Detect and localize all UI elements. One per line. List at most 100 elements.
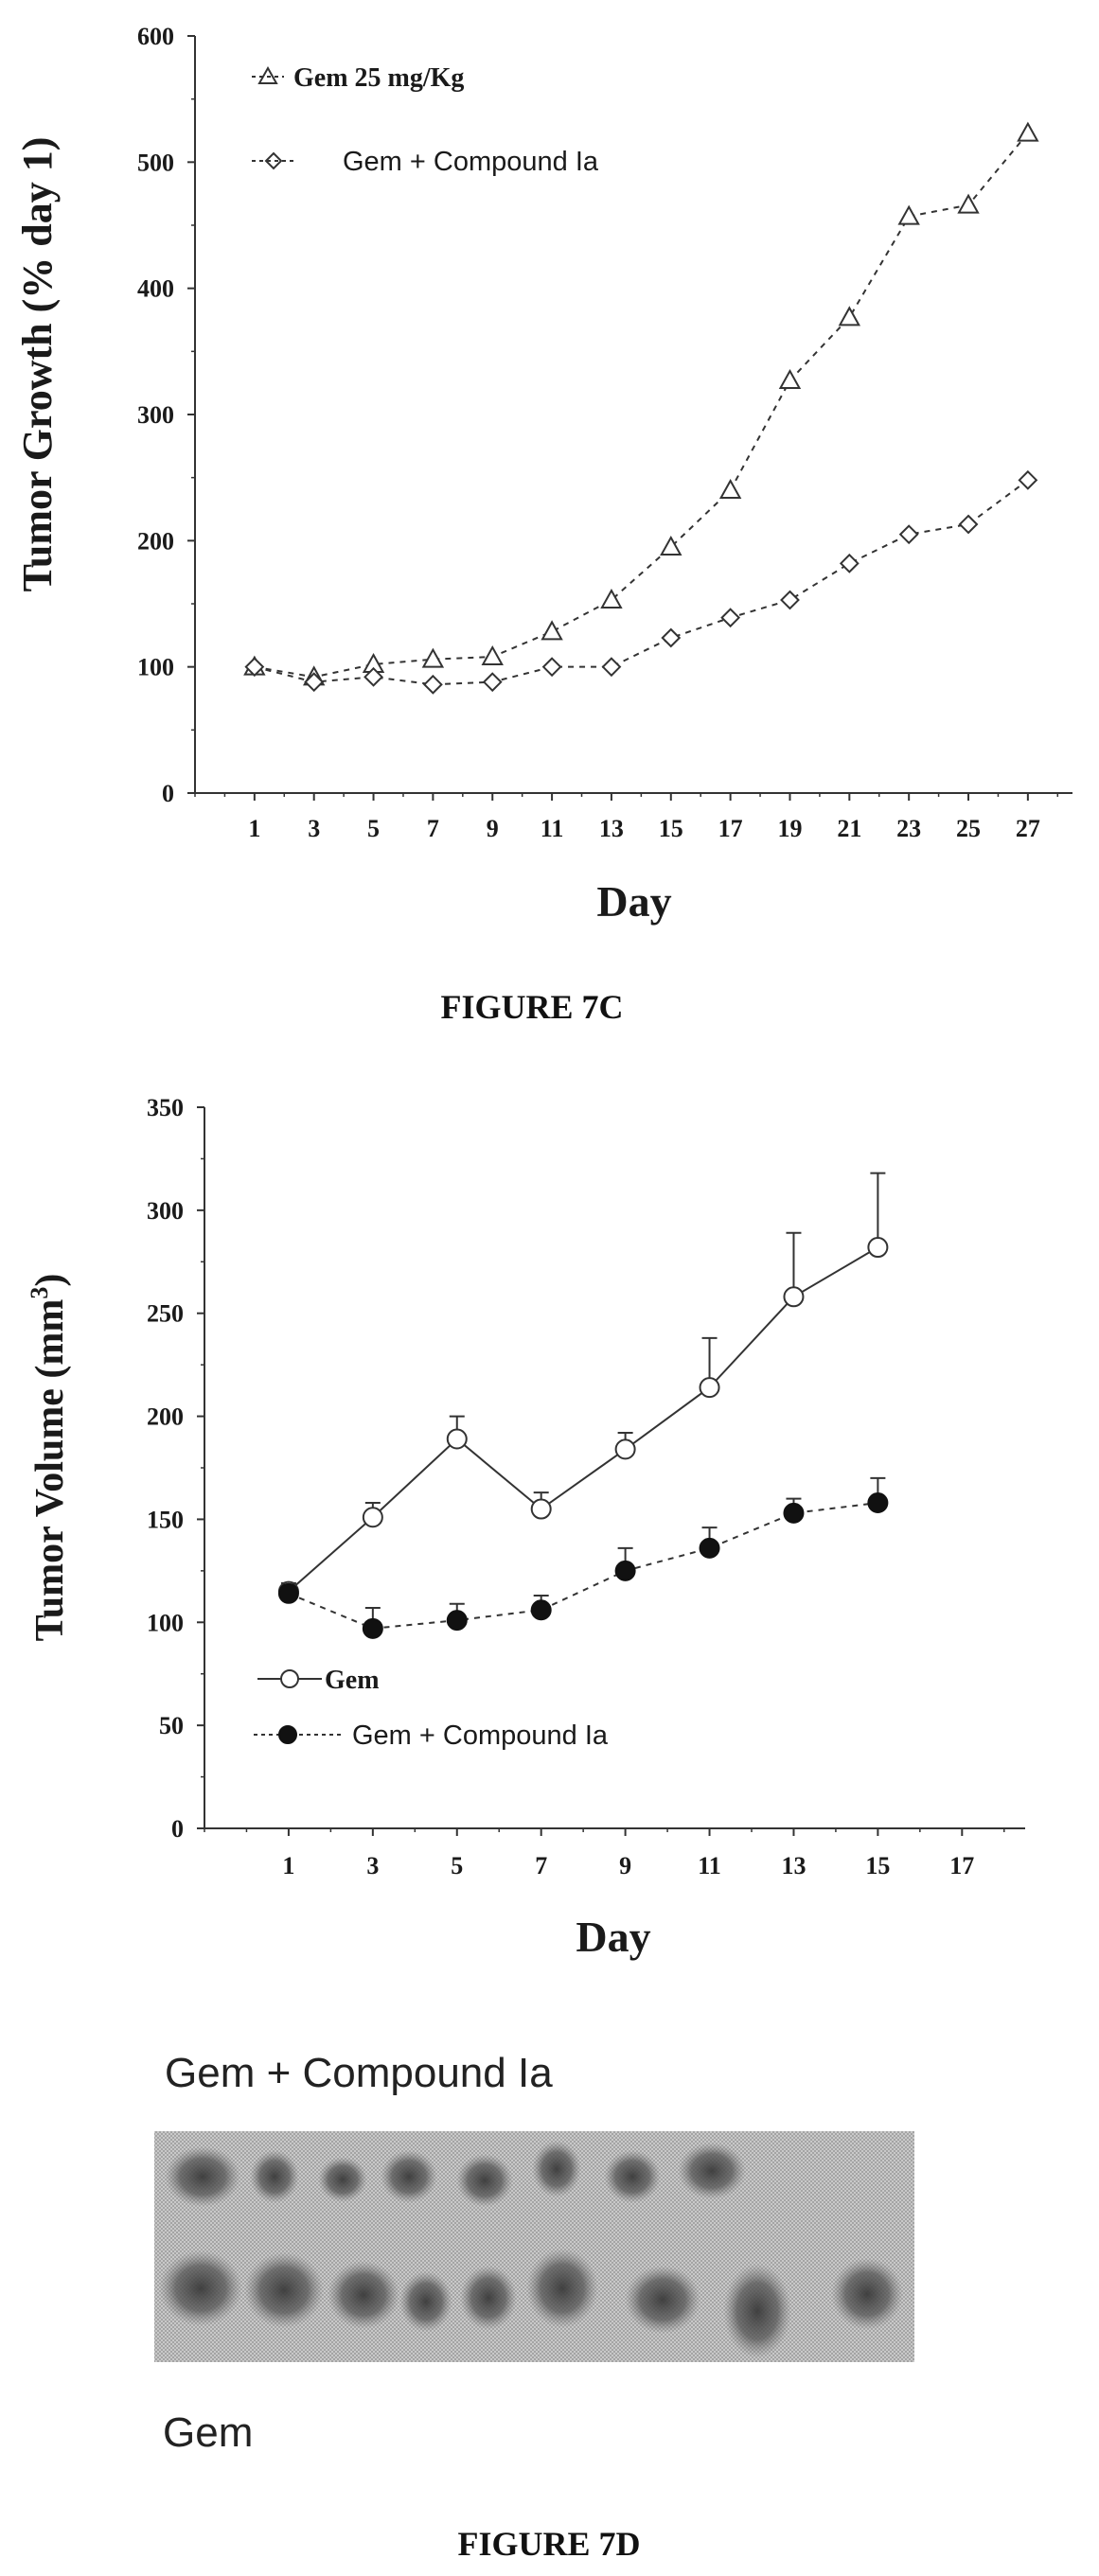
data-point-open-circle — [362, 1507, 383, 1528]
series-diamond-open — [244, 469, 1038, 695]
chart-7d-legend: Gem Gem + Compound Ia — [254, 1666, 609, 1751]
data-point-triangle — [541, 620, 563, 641]
x-tick-label: 21 — [837, 815, 861, 842]
tumor-sample — [250, 2150, 299, 2203]
y-tick-label: 600 — [137, 23, 174, 50]
tumor-sample — [625, 2266, 700, 2334]
chart-7d-y-axis-label: Tumor Volume (mm3) — [26, 1274, 72, 1642]
series-circle-filled — [277, 1476, 889, 1639]
figure-7d-caption: FIGURE 7D — [457, 2525, 640, 2563]
tumor-sample — [165, 2146, 240, 2207]
legend-label-gem-compound: Gem + Compound Ia — [343, 147, 599, 177]
x-tick-label: 25 — [956, 815, 981, 842]
data-point-triangle — [957, 193, 980, 214]
data-point-open-circle — [614, 1438, 636, 1460]
data-point-diamond — [1018, 469, 1038, 490]
data-point-diamond — [661, 627, 682, 648]
data-point-diamond — [780, 590, 800, 610]
data-point-open-circle — [783, 1286, 805, 1308]
y-tick-label: 300 — [137, 401, 174, 429]
data-point-triangle — [838, 306, 861, 326]
data-point-filled-circle — [783, 1502, 805, 1524]
data-point-filled-circle — [362, 1617, 383, 1639]
tumor-row-gem-compound — [165, 2141, 746, 2207]
data-point-open-circle — [446, 1428, 468, 1450]
tumor-sample — [399, 2271, 452, 2332]
x-tick-label: 13 — [599, 815, 624, 842]
x-tick-label: 27 — [1016, 815, 1040, 842]
legend-diamond-marker-icon — [264, 151, 283, 170]
x-tick-label: 13 — [781, 1852, 806, 1879]
data-point-open-circle — [699, 1377, 720, 1399]
tumor-sample — [328, 2261, 399, 2329]
series-circle-open — [277, 1172, 889, 1602]
data-point-diamond — [363, 666, 383, 687]
x-tick-label: 3 — [366, 1852, 379, 1879]
legend-filled-circle-icon — [278, 1725, 297, 1744]
y-tick-label: 300 — [147, 1197, 184, 1225]
legend-label-gem: Gem 25 mg/Kg — [293, 63, 464, 93]
data-point-filled-circle — [277, 1582, 299, 1604]
x-tick-label: 23 — [896, 815, 921, 842]
x-tick-label: 5 — [367, 815, 380, 842]
data-point-filled-circle — [614, 1560, 636, 1581]
data-point-filled-circle — [446, 1610, 468, 1632]
x-tick-label: 1 — [282, 1852, 294, 1879]
tumor-sample — [532, 2141, 581, 2197]
data-point-triangle — [660, 535, 682, 556]
legend-open-circle-icon — [280, 1669, 299, 1688]
data-point-triangle — [718, 478, 742, 499]
data-point-diamond — [601, 657, 622, 678]
data-point-diamond — [422, 674, 443, 695]
y-tick-label: 0 — [171, 1815, 184, 1843]
x-tick-label: 11 — [698, 1852, 721, 1879]
x-tick-label: 17 — [949, 1852, 974, 1879]
y-tick-label: 0 — [162, 780, 174, 807]
tumor-sample — [318, 2157, 367, 2202]
tumor-sample — [831, 2258, 903, 2330]
data-point-filled-circle — [867, 1492, 889, 1514]
chart-7d-series — [277, 1172, 889, 1639]
series-line — [254, 479, 1029, 686]
series-line — [288, 1246, 878, 1593]
data-point-diamond — [244, 657, 265, 678]
data-point-triangle — [778, 368, 802, 389]
y-tick-label: 200 — [137, 527, 174, 555]
data-point-triangle — [421, 647, 445, 668]
tumor-sample — [460, 2266, 517, 2330]
tumor-photo — [154, 2131, 914, 2362]
tumor-sample — [723, 2264, 791, 2358]
x-tick-label: 3 — [308, 815, 320, 842]
x-tick-label: 1 — [248, 815, 260, 842]
tumor-sample — [526, 2249, 598, 2328]
chart-7c-axes — [194, 36, 1072, 794]
x-tick-label: 15 — [659, 815, 683, 842]
data-point-open-circle — [867, 1237, 889, 1259]
y-tick-label: 200 — [147, 1403, 184, 1431]
x-tick-label: 7 — [535, 1852, 547, 1879]
data-point-triangle — [481, 644, 504, 665]
chart-7c-x-axis-label: Day — [596, 877, 671, 926]
tumor-sample — [456, 2154, 513, 2207]
legend-triangle-marker-icon — [257, 65, 278, 84]
data-point-diamond — [839, 553, 860, 573]
data-point-triangle — [600, 588, 623, 609]
x-tick-label: 9 — [619, 1852, 631, 1879]
x-tick-label: 17 — [718, 815, 743, 842]
series-line — [288, 1502, 878, 1630]
data-point-diamond — [304, 672, 325, 693]
tumor-sample — [159, 2250, 242, 2326]
data-point-filled-circle — [699, 1537, 720, 1559]
y-tick-label: 400 — [137, 275, 174, 303]
data-point-diamond — [958, 514, 979, 535]
chart-7c-y-axis-label: Tumor Growth (% day 1) — [14, 137, 61, 592]
y-tick-label: 100 — [137, 654, 174, 681]
series-line — [254, 132, 1029, 679]
x-tick-label: 5 — [451, 1852, 463, 1879]
figure-7c-caption: FIGURE 7C — [440, 988, 623, 1026]
data-point-filled-circle — [530, 1599, 552, 1621]
data-point-diamond — [482, 672, 503, 693]
